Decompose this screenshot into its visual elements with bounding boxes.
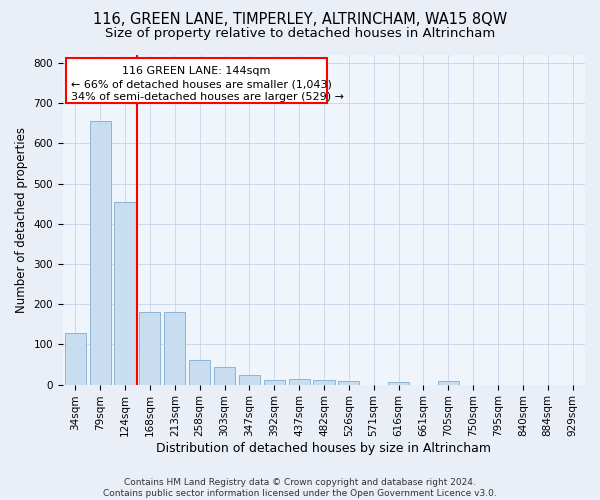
Bar — [214, 367, 235, 384]
Bar — [189, 360, 210, 384]
Bar — [313, 380, 335, 384]
Bar — [139, 312, 160, 384]
Text: Contains HM Land Registry data © Crown copyright and database right 2024.
Contai: Contains HM Land Registry data © Crown c… — [103, 478, 497, 498]
Bar — [437, 382, 459, 384]
Text: 116, GREEN LANE, TIMPERLEY, ALTRINCHAM, WA15 8QW: 116, GREEN LANE, TIMPERLEY, ALTRINCHAM, … — [93, 12, 507, 28]
Text: 34% of semi-detached houses are larger (529) →: 34% of semi-detached houses are larger (… — [71, 92, 344, 102]
X-axis label: Distribution of detached houses by size in Altrincham: Distribution of detached houses by size … — [157, 442, 491, 455]
Bar — [388, 382, 409, 384]
Bar — [115, 202, 136, 384]
Bar — [289, 380, 310, 384]
Bar — [65, 333, 86, 384]
Text: Size of property relative to detached houses in Altrincham: Size of property relative to detached ho… — [105, 28, 495, 40]
Text: 116 GREEN LANE: 144sqm: 116 GREEN LANE: 144sqm — [122, 66, 270, 76]
Y-axis label: Number of detached properties: Number of detached properties — [15, 127, 28, 313]
Text: ← 66% of detached houses are smaller (1,043): ← 66% of detached houses are smaller (1,… — [71, 79, 332, 89]
Bar — [263, 380, 285, 384]
Bar — [164, 312, 185, 384]
FancyBboxPatch shape — [65, 58, 326, 103]
Bar — [338, 381, 359, 384]
Bar — [239, 376, 260, 384]
Bar — [89, 121, 111, 384]
